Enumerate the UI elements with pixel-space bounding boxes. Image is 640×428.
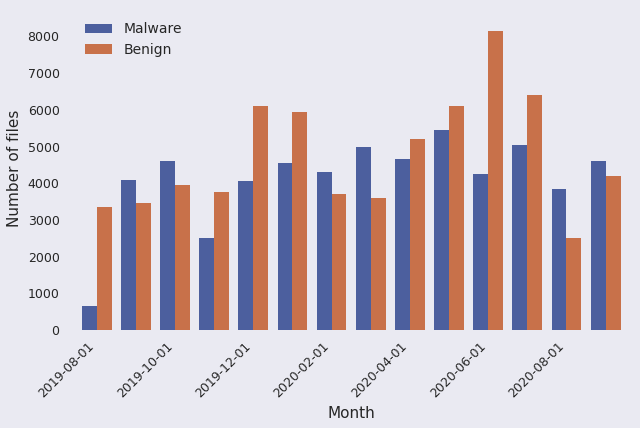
Bar bbox=[97, 207, 111, 330]
Bar bbox=[527, 95, 542, 330]
Bar bbox=[605, 176, 621, 330]
Bar bbox=[449, 106, 464, 330]
Bar bbox=[136, 203, 150, 330]
Bar bbox=[238, 181, 253, 330]
Bar bbox=[253, 106, 268, 330]
Bar bbox=[434, 130, 449, 330]
Bar bbox=[395, 159, 410, 330]
Bar bbox=[121, 180, 136, 330]
Bar bbox=[160, 161, 175, 330]
Bar bbox=[356, 146, 371, 330]
Bar bbox=[371, 198, 385, 330]
Bar bbox=[82, 306, 97, 330]
Bar bbox=[591, 161, 605, 330]
Bar bbox=[410, 139, 425, 330]
Bar bbox=[513, 145, 527, 330]
Bar bbox=[474, 174, 488, 330]
X-axis label: Month: Month bbox=[327, 406, 375, 421]
Bar bbox=[317, 172, 332, 330]
Bar bbox=[332, 194, 346, 330]
Legend: Malware, Benign: Malware, Benign bbox=[76, 14, 190, 65]
Bar bbox=[552, 189, 566, 330]
Bar bbox=[278, 163, 292, 330]
Bar bbox=[488, 31, 503, 330]
Bar bbox=[292, 112, 307, 330]
Bar bbox=[214, 193, 229, 330]
Bar bbox=[175, 185, 190, 330]
Bar bbox=[566, 238, 581, 330]
Bar bbox=[199, 238, 214, 330]
Y-axis label: Number of files: Number of files bbox=[7, 110, 22, 227]
